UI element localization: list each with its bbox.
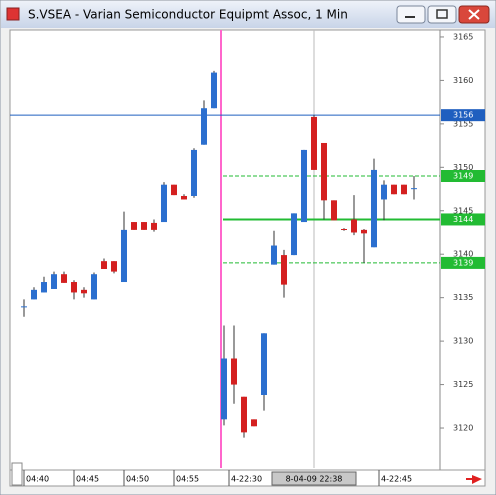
x-tick-label: 04:40 bbox=[26, 475, 49, 484]
minimize-button[interactable] bbox=[396, 5, 426, 24]
y-tick-label: 3165 bbox=[453, 32, 473, 41]
level-label: 3149 bbox=[453, 172, 473, 181]
time-axis bbox=[9, 469, 486, 487]
candle-body bbox=[261, 333, 267, 395]
candle-body bbox=[41, 282, 47, 293]
crosshair-label: 8-04-09 22:38 bbox=[286, 475, 343, 484]
candle-body bbox=[291, 213, 297, 256]
x-tick-label: 04:55 bbox=[176, 475, 199, 484]
candle-body bbox=[241, 396, 247, 433]
candle-body bbox=[401, 184, 407, 195]
maximize-button[interactable] bbox=[427, 5, 457, 24]
level-label: 3144 bbox=[453, 215, 473, 224]
candle-body bbox=[181, 195, 187, 200]
candle-body bbox=[191, 149, 197, 196]
candle-body bbox=[231, 358, 237, 385]
y-tick-label: 3150 bbox=[453, 163, 473, 172]
chart-area bbox=[9, 29, 486, 471]
y-tick-label: 3140 bbox=[453, 250, 473, 259]
x-tick-label: 04:50 bbox=[126, 475, 149, 484]
x-tick-label: 4-22:45 bbox=[381, 475, 412, 484]
candle-body bbox=[221, 358, 227, 420]
x-tick-label: 04:45 bbox=[76, 475, 99, 484]
candle-body bbox=[51, 274, 57, 289]
app-icon bbox=[6, 7, 20, 21]
level-label-box bbox=[441, 170, 485, 182]
candle-body bbox=[251, 419, 257, 427]
candle-body bbox=[321, 142, 327, 201]
candle-body bbox=[31, 289, 37, 300]
candle-body bbox=[311, 116, 317, 170]
candle-body bbox=[101, 261, 107, 269]
candle-body bbox=[171, 184, 177, 196]
level-label-box bbox=[441, 213, 485, 226]
scroll-right-arrow[interactable] bbox=[466, 475, 482, 484]
candle-body bbox=[281, 255, 287, 285]
candle-body bbox=[161, 184, 167, 223]
candle-body bbox=[391, 184, 397, 195]
y-tick-label: 3125 bbox=[453, 380, 473, 389]
level-label: 3139 bbox=[453, 258, 473, 267]
y-tick-label: 3120 bbox=[453, 424, 473, 433]
candle-body bbox=[361, 229, 367, 234]
candle-body bbox=[381, 184, 387, 200]
y-tick-label: 3155 bbox=[453, 119, 473, 128]
candle-body bbox=[211, 72, 217, 109]
y-tick-label: 3145 bbox=[453, 206, 473, 215]
candle-body bbox=[331, 200, 337, 221]
candle-body bbox=[371, 169, 377, 248]
candle-body bbox=[341, 229, 347, 231]
y-tick-label: 3135 bbox=[453, 293, 473, 302]
candle-body bbox=[351, 219, 357, 233]
level-label-box bbox=[441, 256, 485, 269]
candle-body bbox=[131, 222, 137, 230]
candle-body bbox=[201, 108, 207, 145]
candle-body bbox=[271, 245, 277, 265]
candle-body bbox=[91, 274, 97, 300]
candle-body bbox=[81, 289, 87, 294]
y-tick-label: 3130 bbox=[453, 337, 473, 346]
x-tick-label: 4-22:30 bbox=[231, 475, 262, 484]
level-label-box bbox=[441, 109, 485, 122]
candle-body bbox=[21, 306, 27, 308]
candle-body bbox=[141, 222, 147, 230]
candle-body bbox=[111, 261, 117, 272]
scroll-box[interactable] bbox=[11, 462, 23, 486]
level-label: 3156 bbox=[453, 111, 473, 120]
y-tick-label: 3160 bbox=[453, 76, 473, 85]
window-title: S.VSEA - Varian Semiconductor Equipmt As… bbox=[28, 8, 348, 22]
crosshair-label-box bbox=[271, 471, 357, 486]
candle-body bbox=[61, 274, 67, 283]
candle-body bbox=[121, 229, 127, 283]
candle-body bbox=[151, 222, 157, 230]
candle-body bbox=[301, 149, 307, 223]
close-button[interactable] bbox=[458, 5, 490, 24]
candle-body bbox=[411, 188, 417, 190]
candle-body bbox=[71, 282, 77, 293]
